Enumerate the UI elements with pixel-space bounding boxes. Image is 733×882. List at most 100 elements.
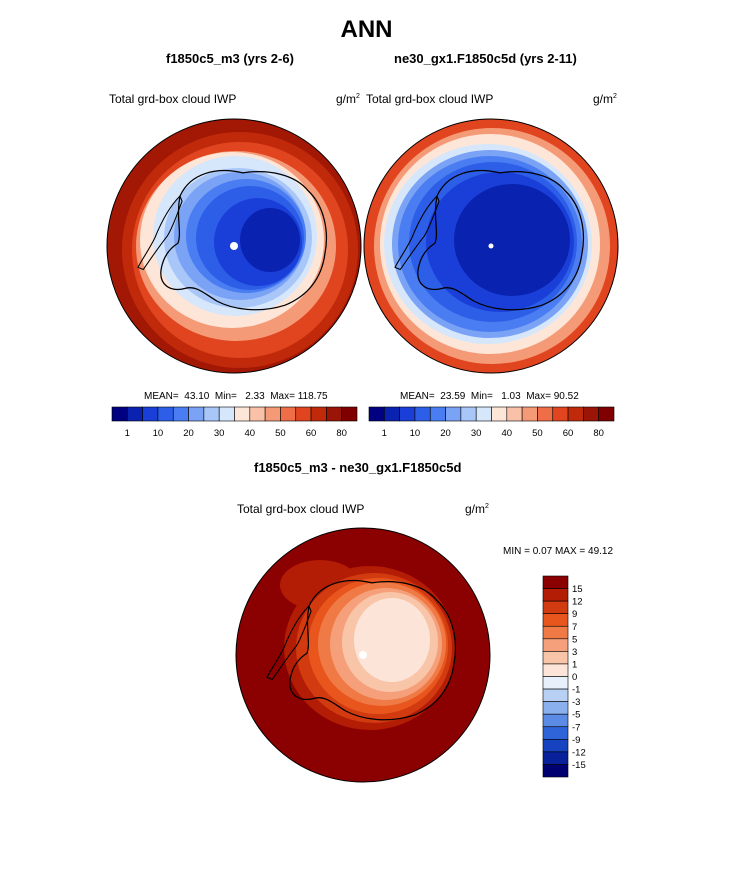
difference-variable-label: Total grd-box cloud IWP xyxy=(237,502,365,516)
left-colorbar-swatch xyxy=(310,406,327,422)
right-colorbar-swatch xyxy=(460,406,477,422)
difference-colorbar-tick-label: -7 xyxy=(572,722,580,733)
left-map-border xyxy=(106,118,362,374)
right-colorbar-tick-label: 60 xyxy=(563,428,574,439)
right-colorbar: 1 10 20 30 40 50 60 80 xyxy=(368,406,615,439)
difference-colorbar-tick-label: 1 xyxy=(572,659,577,670)
right-colorbar-swatch xyxy=(368,406,385,422)
right-colorbar-swatch xyxy=(384,406,400,422)
right-colorbar-swatch xyxy=(414,406,431,422)
right-colorbar-swatch xyxy=(598,406,615,422)
left-colorbar-swatch xyxy=(295,406,312,422)
left-colorbar-tick-label: 30 xyxy=(214,428,225,439)
right-colorbar-swatch xyxy=(552,406,569,422)
left-colorbar-swatch xyxy=(264,406,281,422)
difference-colorbar-swatch xyxy=(542,600,569,614)
difference-colorbar: 15 129 75 31 0 -1-3 -5-7 -9-12 -15 xyxy=(542,575,586,778)
right-colorbar-swatch xyxy=(429,406,446,422)
difference-colorbar-swatch xyxy=(542,764,569,778)
right-colorbar-tick-label: 30 xyxy=(471,428,482,439)
left-colorbar-tick-label: 60 xyxy=(306,428,317,439)
difference-colorbar-tick-label: -15 xyxy=(572,760,586,771)
difference-colorbar-tick-label: -1 xyxy=(572,685,580,696)
difference-colorbar-tick-label: 9 xyxy=(572,609,577,620)
left-colorbar: 1 10 20 30 40 50 60 80 xyxy=(111,406,358,439)
left-case-title: f1850c5_m3 (yrs 2-6) xyxy=(166,51,294,66)
difference-unit-label: g/m2 xyxy=(465,502,489,516)
right-colorbar-swatch xyxy=(537,406,554,422)
right-colorbar-tick-label: 10 xyxy=(410,428,421,439)
right-colorbar-swatch xyxy=(399,406,416,422)
difference-colorbar-tick-label: -9 xyxy=(572,735,580,746)
right-colorbar-swatch xyxy=(491,406,508,422)
left-colorbar-swatch xyxy=(142,406,159,422)
left-colorbar-swatch xyxy=(218,406,235,422)
right-colorbar-swatch xyxy=(567,406,584,422)
right-colorbar-swatch xyxy=(445,406,462,422)
difference-colorbar-swatch xyxy=(542,625,569,640)
difference-colorbar-swatch xyxy=(542,701,569,715)
difference-title: f1850c5_m3 - ne30_gx1.F1850c5d xyxy=(254,460,462,475)
left-colorbar-swatch xyxy=(111,406,128,422)
difference-map-border xyxy=(235,527,491,783)
difference-colorbar-swatch xyxy=(542,651,569,665)
difference-minmax: MIN = 0.07 MAX = 49.12 xyxy=(503,546,614,557)
left-colorbar-swatch xyxy=(341,406,358,422)
difference-colorbar-swatch xyxy=(542,676,569,690)
right-colorbar-tick-label: 50 xyxy=(532,428,543,439)
right-unit-label: g/m2 xyxy=(593,92,617,106)
left-colorbar-tick-label: 10 xyxy=(153,428,164,439)
difference-colorbar-tick-label: 0 xyxy=(572,672,577,683)
difference-colorbar-swatch xyxy=(542,575,569,589)
difference-colorbar-tick-label: 12 xyxy=(572,597,583,608)
left-colorbar-swatch xyxy=(203,406,220,422)
left-colorbar-tick-label: 80 xyxy=(336,428,347,439)
difference-colorbar-swatch xyxy=(542,751,569,765)
right-colorbar-swatch xyxy=(475,406,492,422)
left-colorbar-swatch xyxy=(280,406,297,422)
left-colorbar-swatch xyxy=(249,406,266,422)
right-colorbar-tick-label: 80 xyxy=(593,428,604,439)
right-colorbar-tick-label: 40 xyxy=(502,428,513,439)
right-variable-label: Total grd-box cloud IWP xyxy=(366,92,494,106)
left-colorbar-tick-label: 20 xyxy=(183,428,194,439)
difference-colorbar-tick-label: 3 xyxy=(572,647,577,658)
difference-colorbar-swatch xyxy=(542,726,569,740)
right-colorbar-swatch xyxy=(521,406,538,422)
difference-colorbar-tick-label: 5 xyxy=(572,634,577,645)
difference-colorbar-swatch xyxy=(542,688,569,702)
left-colorbar-swatch xyxy=(234,406,251,422)
difference-colorbar-swatch xyxy=(542,663,569,677)
left-map xyxy=(107,119,361,373)
difference-colorbar-tick-label: 7 xyxy=(572,622,577,633)
difference-colorbar-tick-label: 15 xyxy=(572,584,583,595)
figure-title: ANN xyxy=(340,16,393,43)
left-colorbar-tick-label: 1 xyxy=(125,428,130,439)
difference-map xyxy=(236,528,490,782)
difference-colorbar-swatch xyxy=(542,739,569,753)
left-stats: MEAN= 43.10 Min= 2.33 Max= 118.75 xyxy=(144,391,328,402)
right-map-border xyxy=(363,118,619,374)
left-unit-label: g/m2 xyxy=(336,92,360,106)
right-colorbar-tick-label: 20 xyxy=(440,428,451,439)
right-case-title: ne30_gx1.F1850c5d (yrs 2-11) xyxy=(394,51,577,66)
right-colorbar-swatch xyxy=(506,406,523,422)
difference-colorbar-tick-label: -3 xyxy=(572,697,580,708)
right-colorbar-tick-label: 1 xyxy=(382,428,387,439)
difference-colorbar-swatch xyxy=(542,613,569,627)
difference-colorbar-tick-label: -5 xyxy=(572,710,580,721)
difference-colorbar-swatch xyxy=(542,638,569,652)
left-colorbar-swatch xyxy=(326,406,342,422)
left-colorbar-swatch xyxy=(188,406,205,422)
left-colorbar-tick-label: 50 xyxy=(275,428,286,439)
left-variable-label: Total grd-box cloud IWP xyxy=(109,92,237,106)
left-colorbar-swatch xyxy=(127,406,143,422)
difference-colorbar-tick-label: -12 xyxy=(572,747,586,758)
right-colorbar-swatch xyxy=(583,406,599,422)
difference-colorbar-swatch xyxy=(542,713,569,728)
right-stats: MEAN= 23.59 Min= 1.03 Max= 90.52 xyxy=(400,391,579,402)
difference-colorbar-swatch xyxy=(542,588,569,602)
right-map xyxy=(364,119,618,373)
left-colorbar-swatch xyxy=(157,406,174,422)
